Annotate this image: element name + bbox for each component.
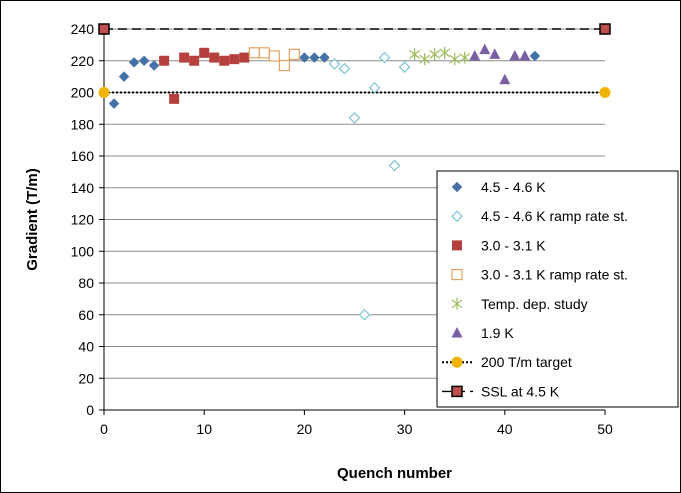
series-4-point-2 [429, 48, 441, 61]
series-2-point-3 [189, 55, 200, 66]
y-tick-label-0: 0 [86, 402, 94, 418]
series-4-point-1 [419, 53, 431, 66]
legend-label-0: 4.5 - 4.6 K [481, 179, 546, 195]
series-4-point-5 [459, 51, 471, 64]
legend-marker-4 [451, 297, 463, 310]
legend-label-6: 200 T/m target [481, 354, 572, 370]
series-2-point-6 [219, 55, 230, 66]
legend-marker-6 [451, 356, 463, 368]
series-2-point-2 [179, 52, 190, 63]
series-0-point-0 [108, 98, 120, 109]
series-7-point-0 [98, 23, 110, 35]
y-tick-label-220: 220 [71, 53, 95, 69]
series-2-point-1 [169, 93, 180, 104]
series-5-point-1 [479, 43, 491, 55]
legend-marker-7 [451, 385, 463, 398]
legend-marker-1 [451, 210, 463, 223]
x-tick-label-40: 40 [497, 421, 513, 437]
series-3-point-0 [248, 47, 260, 59]
y-tick-label-180: 180 [71, 116, 95, 132]
series-5-point-3 [499, 73, 511, 85]
series-6-point-1 [599, 87, 611, 98]
legend-marker-5 [451, 327, 463, 338]
series-1-point-2 [348, 112, 361, 124]
series-4-point-0 [409, 48, 420, 61]
series-1-point-1 [338, 62, 351, 75]
x-tick-label-10: 10 [196, 421, 212, 437]
series-0-point-2 [128, 56, 140, 68]
legend-marker-0 [451, 181, 463, 193]
x-tick-label-50: 50 [597, 421, 613, 437]
y-tick-label-100: 100 [71, 243, 95, 259]
series-1-point-0 [328, 58, 341, 70]
series-2-point-0 [159, 55, 170, 66]
legend-label-1: 4.5 - 4.6 K ramp rate st. [481, 208, 628, 224]
legend-label-4: Temp. dep. study [481, 296, 588, 312]
series-1-point-6 [388, 159, 401, 172]
series-1-point-4 [368, 81, 381, 94]
y-tick-label-200: 200 [71, 85, 95, 101]
x-tick-label-30: 30 [397, 421, 413, 437]
series-0-point-7 [319, 52, 330, 63]
series-3-point-1 [258, 47, 270, 59]
series-0-point-8 [529, 50, 541, 62]
y-tick-label-120: 120 [71, 212, 95, 228]
series-4-point-4 [449, 53, 461, 66]
y-tick-label-20: 20 [78, 370, 94, 386]
series-0-point-1 [118, 71, 130, 82]
x-axis-title: Quench number [337, 465, 452, 482]
legend-marker-3 [451, 269, 463, 281]
series-4-point-3 [439, 46, 451, 59]
legend-marker-2 [452, 240, 462, 251]
series-0-point-5 [299, 52, 310, 63]
x-tick-label-20: 20 [297, 421, 313, 437]
legend-label-2: 3.0 - 3.1 K [481, 237, 546, 253]
series-1-point-5 [378, 51, 391, 64]
series-3-point-3 [278, 59, 290, 72]
y-tick-label-60: 60 [78, 307, 94, 323]
legend-label-5: 1.9 K [481, 325, 514, 341]
series-5-point-4 [509, 49, 521, 61]
y-tick-label-160: 160 [71, 148, 95, 164]
series-1-point-7 [398, 61, 411, 73]
series-2-point-4 [199, 47, 210, 58]
legend-box [436, 170, 679, 408]
series-5-point-2 [489, 48, 501, 59]
x-tick-label-0: 0 [100, 421, 108, 437]
series-3-point-4 [288, 48, 300, 61]
series-5-point-0 [469, 49, 481, 61]
legend-label-3: 3.0 - 3.1 K ramp rate st. [481, 267, 628, 283]
series-2-point-8 [239, 52, 250, 63]
series-5-point-5 [519, 49, 531, 61]
series-3-point-2 [268, 50, 280, 62]
series-2-point-7 [229, 54, 240, 65]
y-tick-label-40: 40 [78, 339, 94, 355]
series-0-point-4 [148, 60, 160, 71]
series-1-point-3 [358, 308, 371, 321]
series-2-point-5 [209, 52, 220, 63]
y-tick-label-240: 240 [71, 21, 95, 37]
legend-label-7: SSL at 4.5 K [481, 383, 560, 399]
series-6-point-0 [98, 87, 110, 98]
series-7-point-1 [599, 23, 611, 35]
y-tick-label-80: 80 [78, 275, 94, 291]
series-0-point-3 [138, 55, 150, 67]
y-tick-label-140: 140 [71, 180, 95, 196]
y-axis-title: Gradient (T/m) [24, 168, 41, 271]
series-0-point-6 [309, 52, 320, 63]
